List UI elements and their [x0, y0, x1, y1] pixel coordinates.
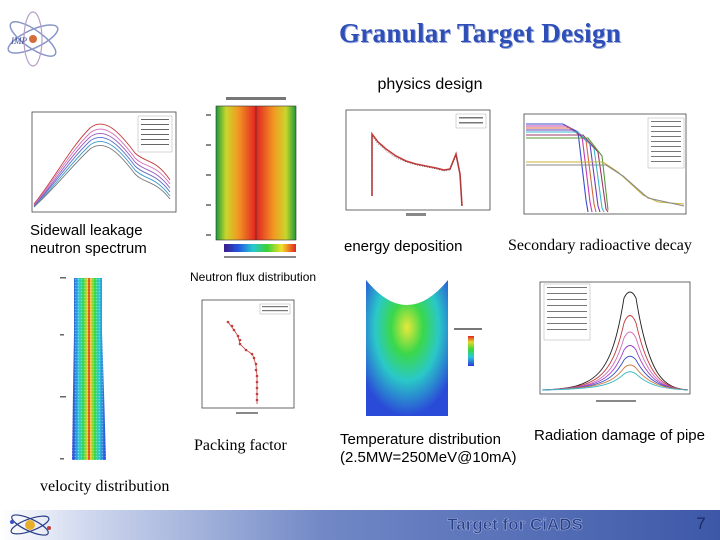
page-number: 7: [696, 514, 706, 533]
caption-packing-factor: Packing factor: [194, 437, 287, 454]
atom-logo-icon: IMP: [7, 11, 59, 67]
caption-sidewall-line1: Sidewall leakage: [30, 222, 143, 239]
caption-radiation-damage: Radiation damage of pipe: [534, 427, 705, 444]
packing-factor-plot: [201, 299, 295, 414]
energy-deposition-plot: [345, 109, 491, 216]
svg-text:IMP: IMP: [10, 36, 27, 46]
atom-orbit-icon: [10, 514, 51, 536]
caption-secondary-decay: Secondary radioactive decay: [508, 237, 692, 254]
velocity-distribution-plot: [60, 277, 106, 460]
caption-sidewall-line2: neutron spectrum: [30, 240, 147, 257]
footer-text: Target for CiADS: [447, 515, 583, 535]
caption-temperature: Temperature distribution (2.5MW=250MeV@1…: [340, 431, 530, 467]
radiation-damage-plot: [539, 281, 691, 402]
temperature-distribution-map: [366, 280, 482, 416]
footer-bar: [0, 510, 720, 540]
slide-title: Granular Target Design: [338, 18, 622, 48]
caption-velocity: velocity distribution: [40, 478, 170, 495]
secondary-decay-plot: [523, 113, 687, 215]
caption-temperature-line1: Temperature distribution: [340, 431, 501, 448]
neutron-flux-heatmap: [206, 97, 297, 258]
caption-sidewall: Sidewall leakage neutron spectrum: [30, 222, 180, 258]
sidewall-spectrum-plot: [31, 111, 177, 213]
caption-temperature-line2: (2.5MW=250MeV@10mA): [340, 449, 517, 466]
caption-energy-deposition: energy deposition: [344, 238, 463, 255]
caption-neutron-flux: Neutron flux distribution: [190, 270, 317, 284]
slide-subtitle: physics design: [377, 76, 483, 93]
